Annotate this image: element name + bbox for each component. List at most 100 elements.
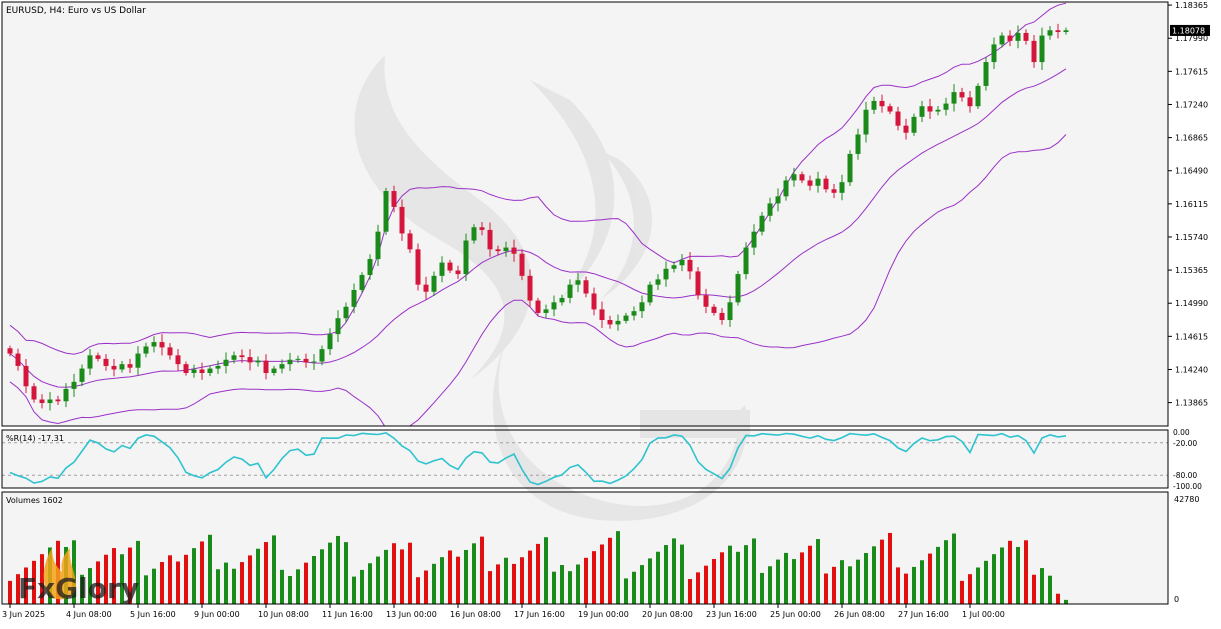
volume-bar (256, 548, 260, 604)
time-axis: 3 Jun 2025 4 Jun 08:00 5 Jun 16:00 9 Jun 00… (2, 604, 1005, 619)
candle (639, 295, 645, 319)
candle-body (143, 346, 149, 354)
candle (415, 243, 421, 291)
candle (247, 349, 253, 371)
candle-body (87, 355, 93, 369)
time-tick-label: 26 Jun 08:00 (834, 610, 885, 619)
candle (471, 224, 477, 244)
wr-panel-frame (1, 429, 1169, 489)
volume-bar (160, 561, 164, 604)
candle (47, 392, 53, 411)
candle (543, 304, 549, 318)
volume-bar (952, 533, 956, 604)
candle-body (959, 92, 965, 98)
price-tick-label: 1.13865 (1175, 399, 1208, 408)
candle-body (935, 109, 941, 112)
volume-bar (696, 572, 700, 604)
candle-body (591, 293, 597, 310)
candle-body (911, 116, 917, 133)
volume-bar (592, 551, 596, 604)
price-tick-label: 1.16490 (1175, 167, 1208, 176)
candle (735, 270, 741, 306)
candle-body (1063, 30, 1069, 33)
candle (591, 287, 597, 316)
candle (1063, 27, 1069, 35)
volume-bar (512, 563, 516, 604)
candle-body (223, 359, 229, 366)
candle (167, 343, 173, 360)
candle-body (1055, 30, 1061, 33)
volume-bar (400, 549, 404, 604)
bollinger-upper-band (9, 2, 1067, 355)
candle (119, 360, 125, 373)
volume-bar (944, 540, 948, 604)
volume-bar (672, 538, 676, 604)
candle-body (303, 358, 309, 363)
volume-bar (216, 569, 220, 604)
candle-body (895, 111, 901, 126)
candle (687, 251, 693, 280)
candle-body (279, 364, 285, 369)
volume-bar (272, 535, 276, 604)
candle-body (95, 355, 101, 359)
candle (375, 224, 381, 266)
volume-bar (816, 539, 820, 604)
volume-bar (224, 562, 228, 604)
time-tick-label: 4 Jun 08:00 (66, 610, 112, 619)
candle (599, 301, 605, 328)
candle-body (1047, 30, 1053, 36)
candle (423, 276, 429, 300)
candle (887, 103, 893, 115)
candle (1031, 35, 1037, 68)
candle (295, 355, 301, 363)
volume-bar (208, 534, 212, 604)
volume-bar (560, 564, 564, 604)
volume-bar (832, 566, 836, 604)
volume-bar (1032, 574, 1036, 604)
volume-bar (488, 571, 492, 604)
volume-bar (152, 568, 156, 604)
candle-body (527, 275, 533, 301)
wr-indicator-label: %R(14) -17.31 (6, 434, 64, 443)
candle-body (631, 311, 637, 316)
wr-tick-label: -80.00 (1173, 471, 1197, 480)
fxglory-logo: FxGlory (18, 548, 139, 605)
candle (711, 304, 717, 316)
candle-body (495, 249, 501, 252)
volume-bar (504, 557, 508, 604)
volume-bar (1008, 540, 1012, 604)
candle-body (175, 355, 181, 365)
candle-body (927, 106, 933, 112)
candle-body (743, 247, 749, 275)
candle-body (511, 247, 517, 254)
candle-body (431, 275, 437, 292)
candle (63, 383, 69, 408)
candle (335, 310, 341, 343)
volume-bar (464, 549, 468, 604)
candle (319, 345, 325, 366)
volume-bar (920, 560, 924, 604)
volume-bar (640, 565, 644, 604)
price-tick-label: 1.16115 (1175, 200, 1208, 209)
price-tick-label: 1.17240 (1175, 100, 1208, 109)
candle (431, 271, 437, 296)
candle-body (367, 259, 373, 275)
svg-text:1.18078: 1.18078 (1172, 26, 1205, 35)
candle (535, 297, 541, 316)
candle (647, 281, 653, 306)
candle (503, 241, 509, 257)
time-tick-label: 25 Jun 00:00 (770, 610, 821, 619)
volume-bar (424, 570, 428, 604)
candle-body (327, 334, 333, 350)
candle (871, 96, 877, 115)
candle-body (447, 262, 453, 271)
candle (695, 267, 701, 300)
time-tick-label: 9 Jun 00:00 (194, 610, 240, 619)
candle (767, 197, 773, 222)
volume-bar (264, 542, 268, 604)
candle-body (903, 125, 909, 133)
volume-bar (280, 569, 284, 604)
candle (759, 212, 765, 236)
candle (287, 352, 293, 372)
